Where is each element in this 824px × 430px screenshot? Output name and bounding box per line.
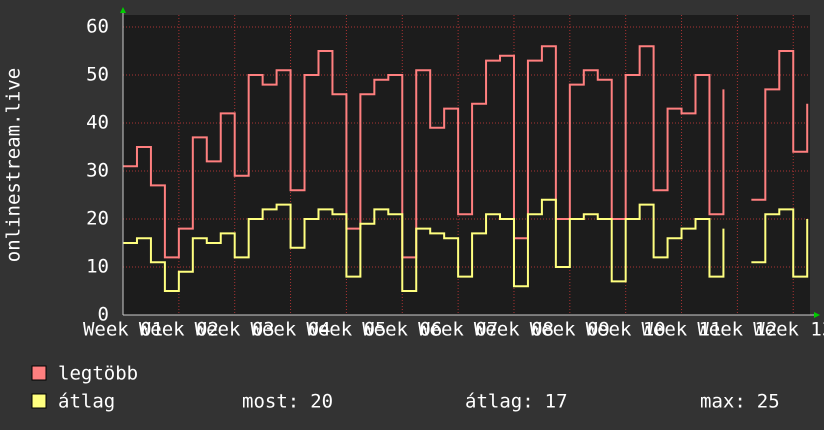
x-tick-label: Week 03	[195, 319, 275, 341]
legend-swatch	[31, 365, 47, 381]
lines	[123, 45, 809, 292]
y-tick-label: 40	[86, 112, 109, 134]
y-tick-label: 20	[86, 208, 109, 230]
legend-label: átlag	[58, 391, 115, 413]
plot-area	[123, 15, 810, 315]
y-tick-label: 30	[86, 160, 109, 182]
x-tick-label: Week 02	[139, 319, 219, 341]
x-tick-label: Week 09	[530, 319, 610, 341]
x-tick-label: Week 07	[418, 319, 498, 341]
x-tick-label: Week 08	[474, 319, 554, 341]
legend-swatch	[31, 393, 47, 409]
x-tick-label: Week 05	[306, 319, 386, 341]
stat-label: most:	[242, 391, 299, 413]
x-tick-label: Week 04	[251, 319, 331, 341]
x-tick-label: Week 11	[641, 319, 721, 341]
y-arrow	[120, 7, 126, 13]
x-tick-label: Week 01	[83, 319, 163, 341]
y-tick-label: 50	[86, 64, 109, 86]
stat-label: átlag:	[465, 391, 534, 413]
x-arrow	[814, 312, 820, 318]
y-axis-label: onlinestream.live	[3, 68, 25, 262]
legend-label: legtöbb	[58, 363, 138, 385]
series-line	[123, 45, 809, 259]
x-tick-label: Week 13	[753, 319, 824, 341]
stat-value: 20	[310, 391, 333, 413]
legend: legtöbb átlag most: 20 átlag: 17 max: 25	[31, 363, 780, 413]
stat-label: max:	[700, 391, 746, 413]
x-tick-label: Week 06	[362, 319, 442, 341]
series-line	[123, 198, 809, 292]
x-tick-label: Week 12	[697, 319, 777, 341]
x-tick-label: Week 10	[586, 319, 666, 341]
y-tick-label: 60	[86, 16, 109, 38]
y-tick-label: 0	[98, 304, 109, 326]
stat-value: 17	[545, 391, 568, 413]
y-tick-label: 10	[86, 256, 109, 278]
stat-value: 25	[757, 391, 780, 413]
